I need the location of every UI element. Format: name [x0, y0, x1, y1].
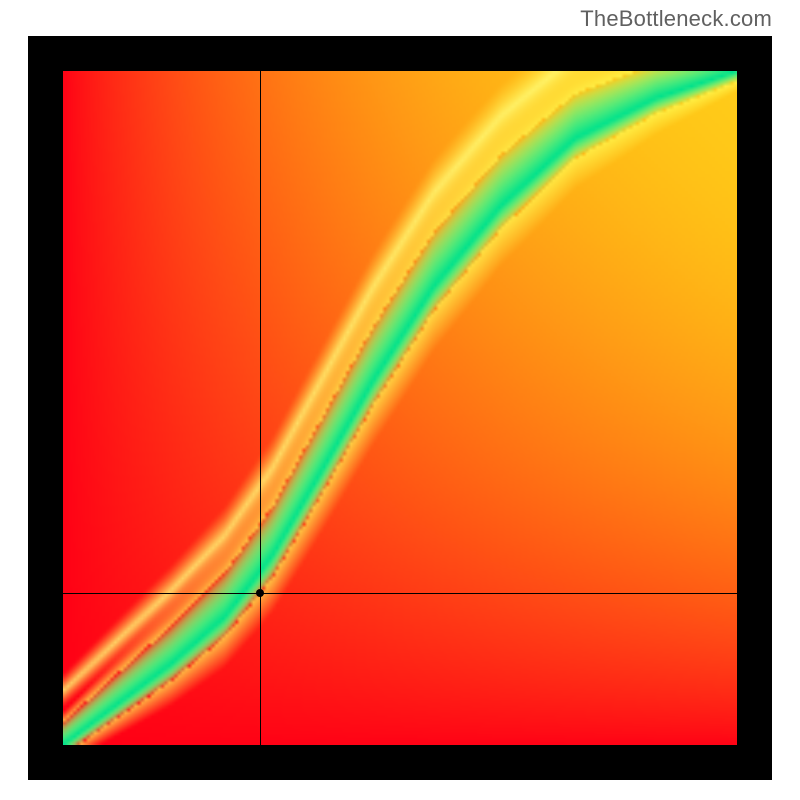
crosshair-vertical [260, 71, 261, 745]
watermark-text: TheBottleneck.com [580, 6, 772, 32]
heatmap-canvas [63, 71, 737, 745]
crosshair-horizontal [63, 593, 737, 594]
plot-border [28, 36, 772, 780]
